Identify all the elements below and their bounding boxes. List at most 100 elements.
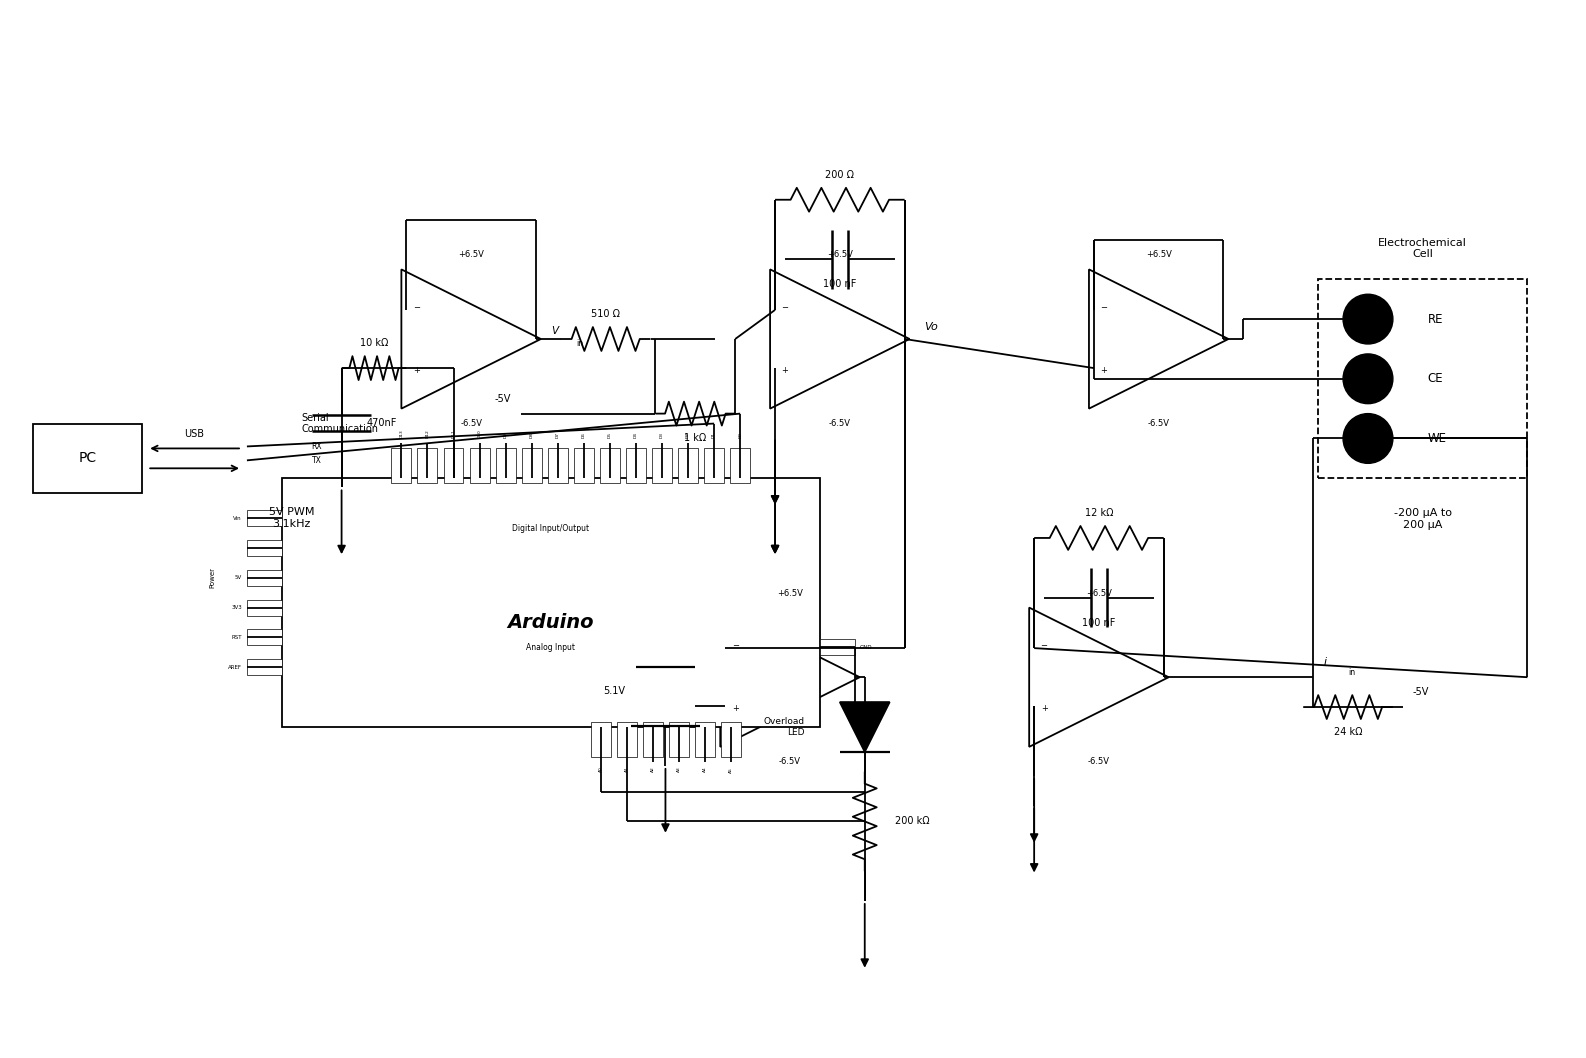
Circle shape <box>1343 414 1393 463</box>
Text: D2: D2 <box>687 433 690 438</box>
Bar <box>704 449 725 484</box>
Text: D10: D10 <box>477 430 482 438</box>
Text: +: + <box>1040 704 1048 713</box>
Bar <box>247 600 282 616</box>
Text: GND: GND <box>860 645 872 650</box>
Polygon shape <box>841 703 890 752</box>
Bar <box>626 449 646 484</box>
Text: D8: D8 <box>530 433 533 438</box>
Text: Power: Power <box>209 567 216 588</box>
Text: +: + <box>731 704 739 713</box>
Text: +: + <box>782 366 788 375</box>
Text: −: − <box>731 641 739 651</box>
Text: CE: CE <box>1427 372 1443 385</box>
Text: Overload
LED: Overload LED <box>764 717 806 736</box>
Text: 24 kΩ: 24 kΩ <box>1334 727 1362 737</box>
Text: −: − <box>412 304 420 312</box>
Text: Electrochemical
Cell: Electrochemical Cell <box>1378 238 1467 259</box>
Text: 5V PWM
3.1kHz: 5V PWM 3.1kHz <box>270 508 314 529</box>
Text: −: − <box>782 304 788 312</box>
Text: D0: D0 <box>737 433 742 438</box>
Text: +: + <box>412 366 420 375</box>
Text: -200 μA to
200 μA: -200 μA to 200 μA <box>1394 508 1451 530</box>
FancyBboxPatch shape <box>282 478 820 727</box>
Bar <box>547 449 568 484</box>
Circle shape <box>1343 354 1393 404</box>
Text: WE: WE <box>1427 432 1446 445</box>
Text: 5V: 5V <box>235 576 243 580</box>
Text: D13: D13 <box>400 430 403 438</box>
Text: A5: A5 <box>730 767 733 772</box>
Text: AREF: AREF <box>228 664 243 670</box>
Text: Digital Input/Output: Digital Input/Output <box>512 524 590 532</box>
Bar <box>417 449 438 484</box>
Bar <box>820 639 855 655</box>
Text: A4: A4 <box>703 767 707 772</box>
Text: D11: D11 <box>452 430 455 438</box>
Bar <box>730 449 750 484</box>
Text: D6: D6 <box>582 433 585 438</box>
Text: D12: D12 <box>425 430 430 438</box>
Text: 200 Ω: 200 Ω <box>825 170 855 180</box>
Text: -6.5V: -6.5V <box>460 419 482 427</box>
Text: V: V <box>550 326 558 336</box>
Text: A3: A3 <box>677 767 680 772</box>
Text: 3V3: 3V3 <box>232 605 243 610</box>
Bar <box>496 449 515 484</box>
Text: Analog Input: Analog Input <box>527 643 576 652</box>
Text: 470nF: 470nF <box>366 418 396 427</box>
FancyBboxPatch shape <box>33 423 143 493</box>
FancyBboxPatch shape <box>1318 279 1527 478</box>
Bar <box>600 449 620 484</box>
Text: in: in <box>576 340 584 348</box>
Text: A2: A2 <box>650 767 655 772</box>
Text: -6.5V: -6.5V <box>829 419 850 427</box>
Text: -6.5V: -6.5V <box>1088 756 1110 766</box>
Text: +6.5V: +6.5V <box>1145 251 1172 259</box>
Text: D1: D1 <box>712 433 717 438</box>
Bar <box>247 659 282 675</box>
Text: -5V: -5V <box>1413 687 1429 697</box>
Bar <box>695 722 715 756</box>
Text: +6.5V: +6.5V <box>1086 588 1112 598</box>
Text: USB: USB <box>184 428 205 438</box>
Bar <box>642 722 663 756</box>
Text: Arduino: Arduino <box>508 613 595 632</box>
Bar <box>722 722 741 756</box>
Text: PC: PC <box>78 452 97 466</box>
Text: A0: A0 <box>598 767 603 772</box>
Text: 1 kΩ: 1 kΩ <box>684 434 706 443</box>
Text: -5V: -5V <box>495 394 511 404</box>
Bar <box>469 449 490 484</box>
Text: 100 nF: 100 nF <box>1082 618 1115 627</box>
Text: D3: D3 <box>660 433 665 438</box>
Bar <box>392 449 411 484</box>
Text: 10 kΩ: 10 kΩ <box>360 339 389 348</box>
Bar <box>444 449 463 484</box>
Text: 12 kΩ: 12 kΩ <box>1085 508 1113 518</box>
Bar <box>247 570 282 586</box>
Text: +6.5V: +6.5V <box>458 251 484 259</box>
Text: 510 Ω: 510 Ω <box>592 309 620 320</box>
Bar <box>652 449 672 484</box>
Text: −: − <box>1040 641 1048 651</box>
Bar <box>574 449 593 484</box>
Text: A1: A1 <box>625 767 628 772</box>
Bar <box>247 540 282 555</box>
Text: RST: RST <box>232 635 243 640</box>
Text: in: in <box>1348 668 1354 677</box>
Text: -6.5V: -6.5V <box>1148 419 1170 427</box>
Text: 100 nF: 100 nF <box>823 279 856 289</box>
Text: Vin: Vin <box>233 515 243 521</box>
Text: D9: D9 <box>504 433 508 438</box>
Text: RX: RX <box>312 442 322 451</box>
Bar <box>617 722 636 756</box>
Text: RE: RE <box>1427 312 1443 326</box>
Text: +: + <box>1101 366 1107 375</box>
Text: 200 kΩ: 200 kΩ <box>895 817 929 826</box>
Text: 5.1V: 5.1V <box>604 687 625 696</box>
Polygon shape <box>636 667 695 726</box>
Text: −: − <box>1101 304 1107 312</box>
Bar <box>247 630 282 645</box>
Text: D4: D4 <box>634 433 638 438</box>
